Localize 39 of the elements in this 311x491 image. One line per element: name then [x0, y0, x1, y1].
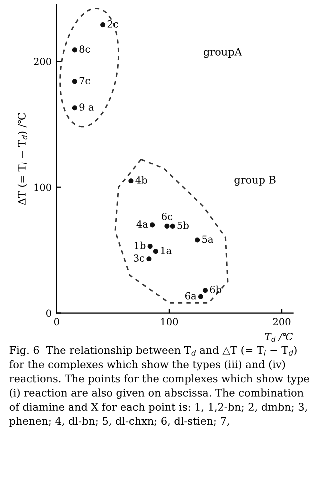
point: [146, 256, 152, 262]
point: [153, 249, 158, 254]
annotation: 4b: [136, 176, 148, 184]
annotation: 7c: [80, 77, 90, 85]
text: Fig. 6 The relationship between T$_{d}$ and △T (= T$_{i}$ − T$_{d}$) for the complexes which show the types (iii) and (iv) reactions. The points for the complexes which show type (i) reaction are also given on abscissa. The combination of diamine and X for each point is: 1, 1,2-bn; 2, dmbn; 3, phenen; 4, dl-bn; 5, dl-chxn; 6, dl-stien; 7,: [10, 346, 310, 428]
annotation: 6c: [162, 213, 173, 220]
point: [198, 294, 204, 300]
x-axis-title: T$_{d}$ /℃: [265, 333, 294, 342]
annotation: 1b: [134, 242, 146, 250]
point: [100, 22, 106, 28]
x-tick-label: 0: [54, 318, 60, 326]
point: [128, 178, 134, 184]
annotation: 3c: [134, 254, 145, 262]
point: [72, 106, 78, 111]
point: [164, 224, 170, 229]
point: [150, 222, 156, 228]
point: [148, 244, 153, 250]
annotation: group B: [234, 176, 276, 186]
y-tick-label: 200: [34, 58, 52, 66]
y-axis-title: ΔT (= T$_{i}$ − T$_{d}$) /℃: [18, 113, 28, 206]
annotation: 6b: [210, 286, 222, 294]
annotation: groupA: [204, 48, 242, 58]
x-tick-label: 100: [161, 318, 178, 326]
point: [170, 224, 176, 229]
y-tick-label: 0: [46, 310, 52, 318]
annotation: 4a: [136, 220, 148, 228]
annotation: 6a: [185, 292, 197, 300]
y-tick-label: 100: [34, 184, 52, 192]
annotation: 1a: [161, 247, 172, 254]
point: [202, 288, 208, 294]
annotation: 2c: [108, 20, 118, 28]
annotation: 5b: [178, 222, 189, 230]
annotation: 5a: [202, 236, 214, 244]
point: [195, 238, 200, 243]
point: [72, 79, 78, 84]
point: [72, 48, 78, 53]
x-tick-label: 200: [273, 318, 291, 326]
annotation: 9 a: [80, 104, 94, 111]
annotation: 8c: [80, 46, 90, 54]
